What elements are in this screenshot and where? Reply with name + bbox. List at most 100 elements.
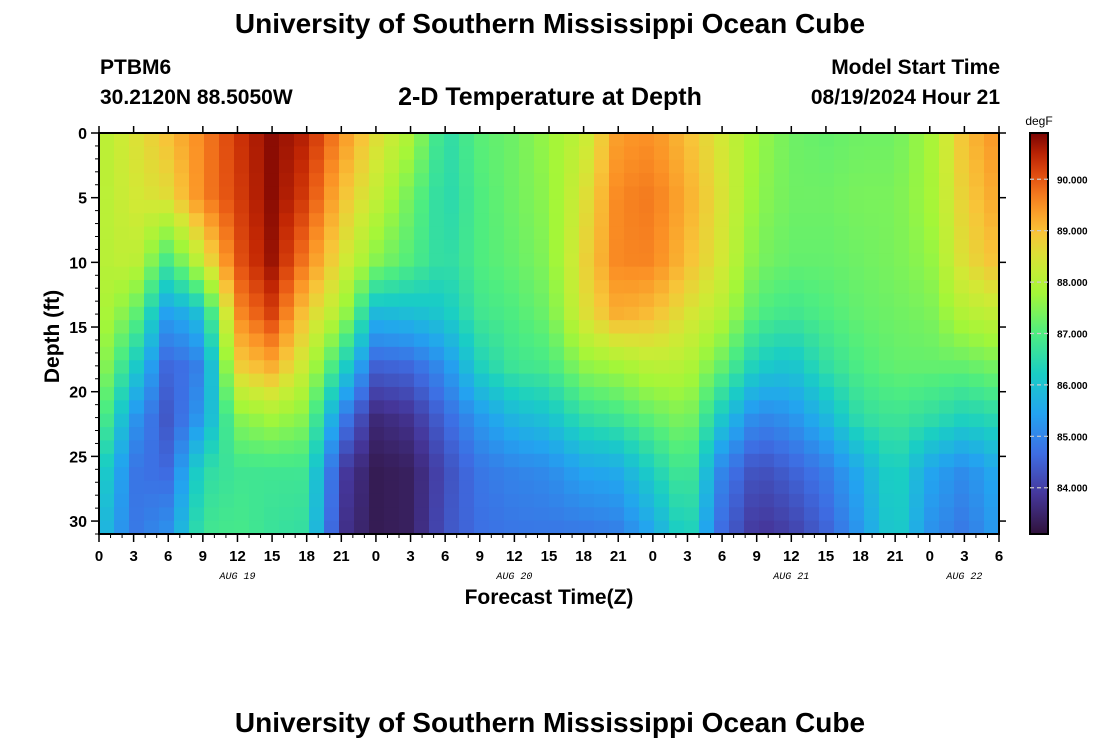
heatmap-cell [834, 253, 850, 268]
y-tick-label: 10 [69, 255, 87, 272]
heatmap-cell [459, 520, 475, 535]
heatmap-cell [234, 440, 250, 455]
heatmap-cell [459, 253, 475, 268]
heatmap-cell [534, 253, 550, 268]
heatmap-cell [309, 293, 325, 308]
heatmap-cell [849, 280, 865, 294]
heatmap-cell [834, 280, 850, 294]
heatmap-cell [879, 346, 895, 361]
heatmap-cell [894, 320, 910, 335]
heatmap-cell [954, 133, 970, 147]
heatmap-cell [789, 239, 805, 254]
heatmap-cell [684, 146, 700, 161]
heatmap-cell [114, 373, 130, 388]
heatmap-cell [984, 507, 1000, 522]
heatmap-cell [504, 520, 520, 535]
heatmap-cell [264, 280, 280, 294]
heatmap-cell [924, 159, 940, 174]
heatmap-cell [759, 146, 775, 161]
heatmap-cell [219, 280, 235, 294]
heatmap-cell [954, 346, 970, 361]
heatmap-cell [129, 173, 145, 188]
heatmap-cell [954, 480, 970, 495]
heatmap-cell [804, 199, 820, 214]
heatmap-cell [429, 293, 445, 308]
heatmap-cell [939, 360, 955, 375]
heatmap-cell [384, 213, 400, 228]
heatmap-cell [849, 293, 865, 308]
heatmap-cell [579, 213, 595, 228]
heatmap-cell [384, 253, 400, 268]
heatmap-cell [279, 440, 295, 455]
heatmap-cell [564, 293, 580, 308]
heatmap-cell [909, 346, 925, 361]
heatmap-cell [819, 320, 835, 335]
heatmap-cell [729, 213, 745, 228]
x-tick-label: 3 [406, 548, 414, 565]
heatmap-cell [519, 159, 535, 174]
heatmap-cell [609, 413, 625, 428]
heatmap-cell [729, 320, 745, 335]
heatmap-cell [354, 280, 370, 294]
heatmap-cell [774, 159, 790, 174]
heatmap-cell [909, 133, 925, 147]
heatmap-cell [834, 159, 850, 174]
heatmap-cell [954, 386, 970, 401]
heatmap-cell [819, 293, 835, 308]
heatmap-cell [519, 133, 535, 147]
heatmap-cell [249, 427, 265, 442]
date-label: AUG 20 [495, 572, 532, 583]
heatmap-cell [294, 133, 310, 147]
heatmap-cell [174, 427, 190, 442]
heatmap-cell [879, 333, 895, 348]
heatmap-cell [414, 146, 430, 161]
heatmap-cell [774, 480, 790, 495]
heatmap-cell [444, 467, 460, 482]
heatmap-cell [879, 320, 895, 335]
heatmap-cell [534, 467, 550, 482]
heatmap-cell [699, 400, 715, 415]
heatmap-cell [729, 507, 745, 522]
heatmap-cell [219, 453, 235, 468]
heatmap-cell [879, 226, 895, 241]
heatmap-cell [99, 360, 115, 375]
heatmap-cell [564, 146, 580, 161]
heatmap-cell [669, 480, 685, 495]
heatmap-cell [354, 453, 370, 468]
heatmap-cell [984, 253, 1000, 268]
heatmap-cell [864, 440, 880, 455]
heatmap-cell [714, 386, 730, 401]
heatmap-cell [204, 266, 220, 281]
heatmap-cell [369, 453, 385, 468]
heatmap-cell [534, 427, 550, 442]
heatmap-cell [279, 280, 295, 294]
heatmap-cell [879, 480, 895, 495]
heatmap-cell [309, 253, 325, 268]
heatmap-cell [924, 320, 940, 335]
heatmap-cell [399, 400, 415, 415]
heatmap-cell [849, 373, 865, 388]
heatmap-cell [954, 453, 970, 468]
heatmap-cell [144, 186, 160, 201]
heatmap-cell [549, 133, 565, 147]
heatmap-cell [699, 520, 715, 535]
heatmap-cell [639, 280, 655, 294]
heatmap-cell [294, 266, 310, 281]
heatmap-cell [549, 186, 565, 201]
heatmap-cell [459, 173, 475, 188]
heatmap-cell [714, 199, 730, 214]
heatmap-cell [384, 480, 400, 495]
heatmap-cell [654, 213, 670, 228]
heatmap-cell [759, 133, 775, 147]
heatmap-cell [594, 427, 610, 442]
heatmap-cell [474, 493, 490, 508]
heatmap-cell [414, 507, 430, 522]
heatmap-cell [954, 186, 970, 201]
heatmap-cell [294, 213, 310, 228]
heatmap-cell [234, 520, 250, 535]
heatmap-cell [114, 400, 130, 415]
heatmap-cell [144, 360, 160, 375]
heatmap-cell [384, 507, 400, 522]
heatmap-cell [849, 226, 865, 241]
heatmap-cell [969, 520, 985, 535]
